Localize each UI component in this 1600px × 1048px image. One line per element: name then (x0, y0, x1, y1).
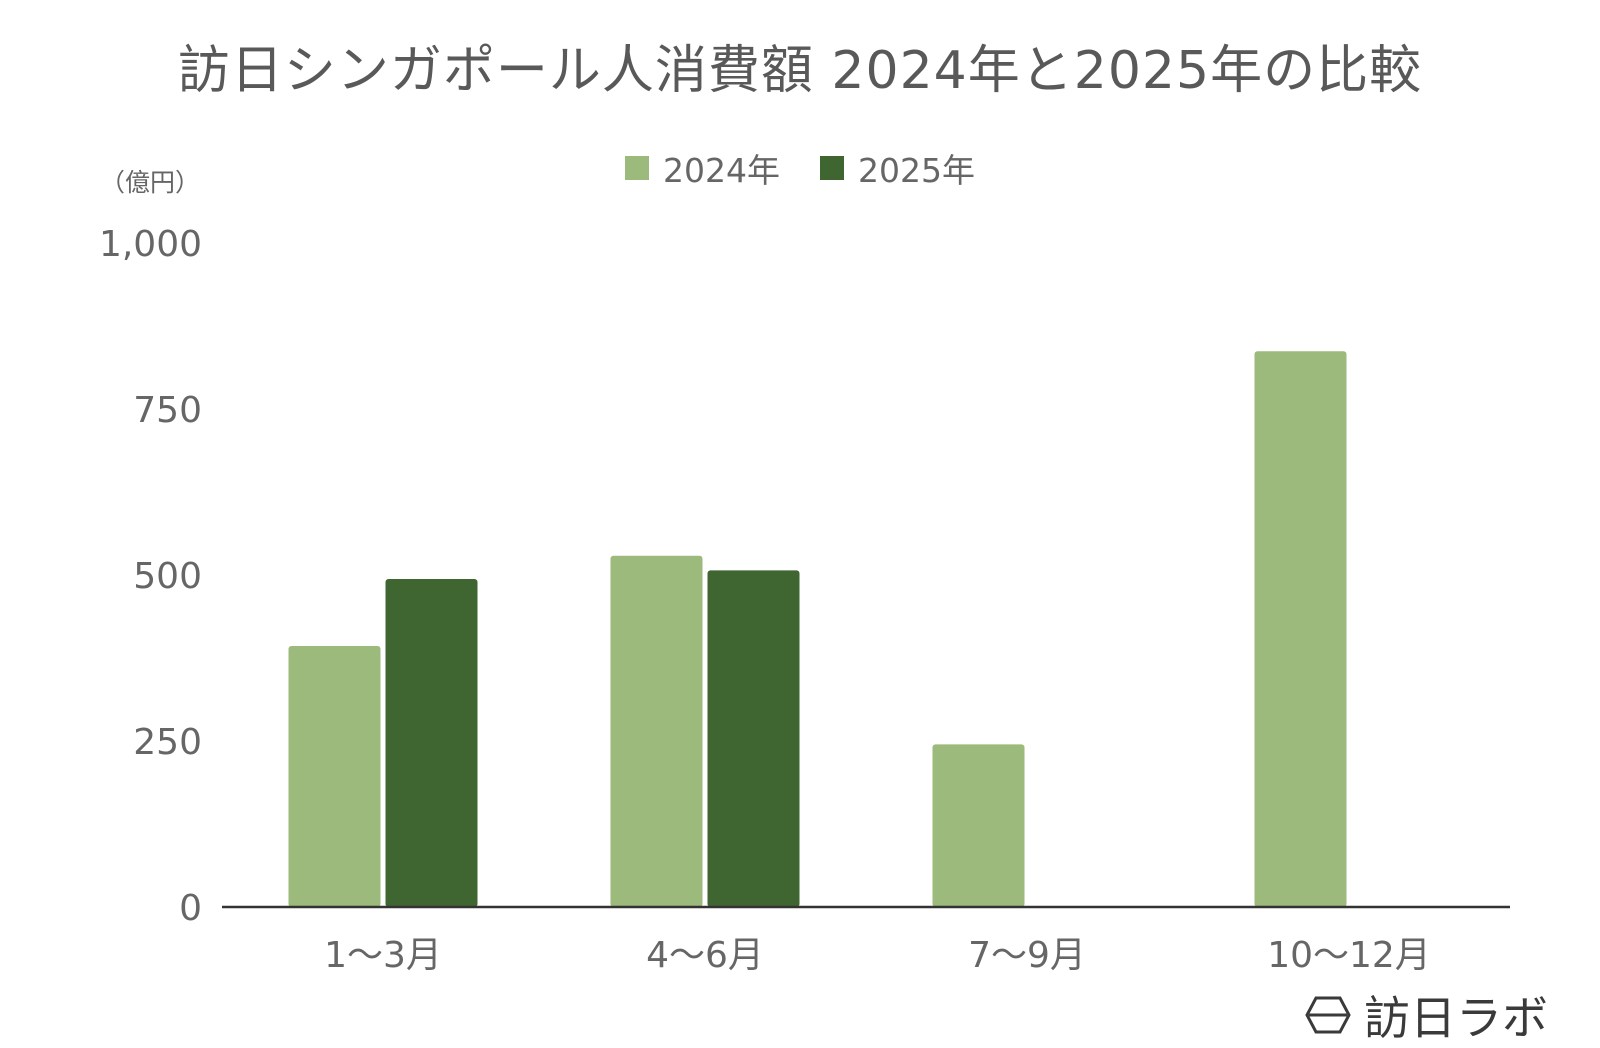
brand-logo: 訪日ラボ (1304, 982, 1548, 1048)
legend: 2024年 2025年 (0, 144, 1600, 192)
y-tick-label: 750 (133, 390, 202, 431)
bar-2024年-7〜9月 (932, 744, 1025, 907)
x-axis-labels: 1〜3月 4〜6月 7〜9月 10〜12月 (324, 935, 1431, 976)
y-axis-ticks: 0 250 500 750 1,000 (99, 224, 202, 929)
bar-2025年-4〜6月 (707, 570, 800, 907)
x-category-label: 10〜12月 (1267, 935, 1431, 976)
x-category-label: 4〜6月 (646, 935, 764, 976)
legend-swatch-2025 (820, 156, 844, 180)
hexagon-logo-icon (1305, 996, 1351, 1034)
y-axis-unit-label: （億円） (100, 168, 201, 197)
legend-swatch-2024 (625, 156, 650, 180)
bar-2024年-10〜12月 (1254, 351, 1347, 907)
chart-title: 訪日シンガポール人消費額 2024年と2025年の比較 (177, 41, 1423, 101)
legend-item-2024: 2024年 (625, 144, 780, 192)
legend-label-2025: 2025年 (858, 151, 975, 190)
legend-label-2024: 2024年 (663, 151, 780, 190)
x-category-label: 7〜9月 (968, 935, 1086, 976)
y-tick-label: 250 (133, 722, 202, 763)
legend-item-2025: 2025年 (820, 144, 975, 192)
y-tick-label: 500 (133, 556, 202, 597)
bar-2024年-1〜3月 (288, 646, 381, 907)
y-tick-label: 0 (179, 888, 202, 929)
bars-group (288, 351, 1347, 907)
brand-text: 訪日ラボ (1364, 991, 1548, 1045)
bar-2024年-4〜6月 (610, 555, 703, 907)
y-tick-label: 1,000 (99, 224, 202, 265)
x-category-label: 1〜3月 (324, 935, 442, 976)
bar-2025年-1〜3月 (385, 578, 478, 907)
